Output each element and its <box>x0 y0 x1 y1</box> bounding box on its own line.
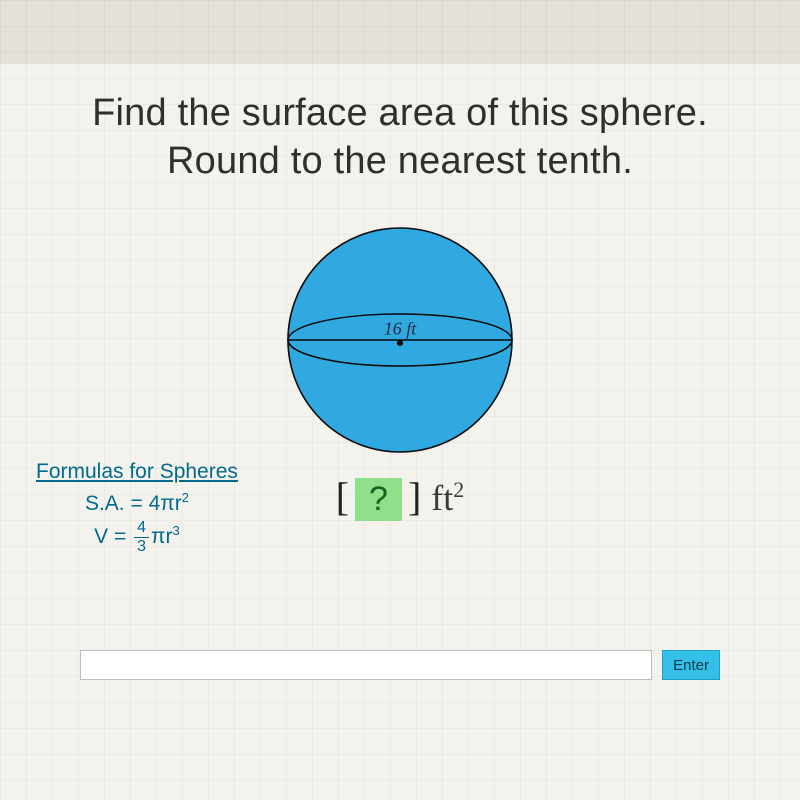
formula-v-prefix: V = <box>94 525 132 548</box>
bracket-left: [ <box>336 473 349 520</box>
formula-v-suffix: πr <box>151 525 172 548</box>
formula-v-exp: 3 <box>173 523 180 538</box>
unit-base: ft <box>431 478 453 518</box>
unit-exp: 2 <box>453 477 464 502</box>
enter-button[interactable]: Enter <box>662 650 720 680</box>
sphere-svg <box>285 225 515 455</box>
formulas-panel: Formulas for Spheres S.A. = 4πr2 V = 43π… <box>36 460 238 555</box>
fraction-denominator: 3 <box>134 538 149 555</box>
problem-content: Find the surface area of this sphere. Ro… <box>0 0 800 521</box>
formulas-heading: Formulas for Spheres <box>36 460 238 484</box>
formula-volume: V = 43πr3 <box>36 520 238 555</box>
formula-surface-area: S.A. = 4πr2 <box>36 490 238 516</box>
formula-sa-exp: 2 <box>182 490 189 505</box>
fraction-numerator: 4 <box>134 520 149 538</box>
title-line-1: Find the surface area of this sphere. <box>0 90 800 138</box>
answer-box: [ ? ] <box>336 473 422 521</box>
answer-placeholder: ? <box>355 478 402 521</box>
bracket-right: ] <box>408 473 421 520</box>
title-line-2: Round to the nearest tenth. <box>0 138 800 186</box>
answer-unit: ft2 <box>431 477 464 519</box>
formula-sa-text: S.A. = 4πr <box>85 492 182 515</box>
sphere-diagram: 16 ft <box>285 225 515 455</box>
fraction-4-3: 43 <box>134 520 149 555</box>
answer-input[interactable] <box>80 650 652 680</box>
input-row: Enter <box>80 650 720 680</box>
diameter-label: 16 ft <box>384 318 417 339</box>
